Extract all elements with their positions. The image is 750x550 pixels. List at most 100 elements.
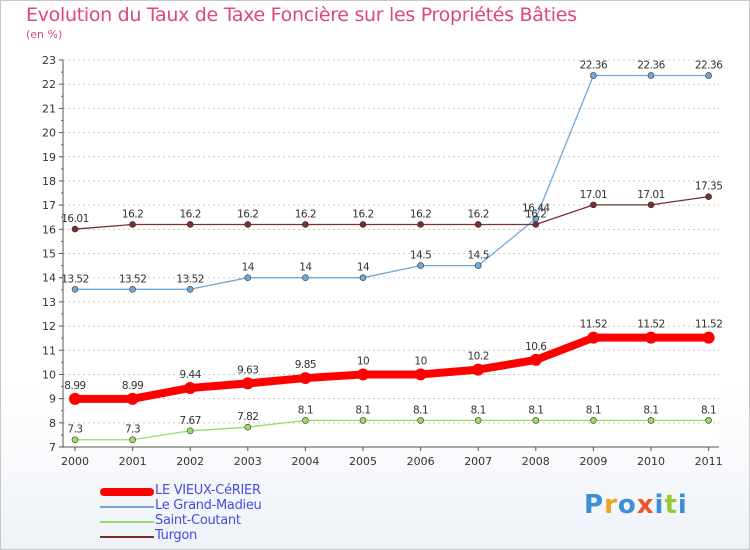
data-label: 10 (357, 355, 369, 367)
data-point (472, 363, 485, 376)
legend-label: Turgon (155, 528, 197, 543)
data-point (357, 368, 369, 381)
data-label: 8.1 (471, 404, 486, 416)
data-label: 14 (299, 262, 312, 274)
data-point (474, 262, 482, 269)
legend-swatch (100, 488, 154, 496)
data-point (71, 436, 79, 444)
data-label: 16.2 (122, 208, 143, 220)
series-line-3 (74, 196, 710, 230)
data-label: 14 (357, 262, 370, 274)
data-point (186, 221, 194, 228)
data-label: 7.3 (67, 424, 82, 436)
data-point (474, 417, 482, 424)
data-point (705, 193, 712, 200)
legend-swatch (100, 536, 154, 538)
y-tick-label: 19 (42, 151, 56, 164)
data-point (590, 201, 597, 209)
data-point (302, 417, 309, 424)
data-label: 16.2 (410, 208, 431, 220)
data-label: 16.2 (468, 208, 489, 220)
series-line-0 (71, 333, 713, 403)
data-label: 16.2 (180, 208, 201, 220)
legend-item: Turgon (100, 528, 340, 544)
legend-label: Saint-Coutant (155, 513, 241, 528)
data-label: 8.99 (122, 380, 143, 392)
series-line-2 (74, 419, 710, 441)
y-tick-label: 12 (42, 320, 56, 333)
data-label: 8.1 (643, 404, 658, 416)
data-point (71, 225, 79, 233)
data-point (244, 221, 252, 228)
data-point (590, 417, 597, 424)
data-point (414, 368, 427, 381)
logo-letter: o (617, 490, 637, 520)
x-tick-label: 2008 (522, 455, 550, 468)
data-point (244, 423, 252, 431)
data-label: 11.52 (637, 319, 665, 331)
data-point (645, 331, 657, 344)
data-label: 9.44 (180, 369, 202, 381)
data-label: 10.2 (468, 351, 489, 363)
y-tick-label: 10 (42, 368, 56, 381)
y-tick-label: 14 (42, 272, 56, 285)
data-point (705, 417, 712, 424)
data-label: 16.44 (522, 203, 550, 215)
y-tick-label: 23 (42, 54, 56, 67)
data-point (69, 392, 81, 405)
data-point (126, 392, 139, 405)
x-tick-label: 2001 (119, 455, 147, 468)
legend-item: Le Grand-Madieu (100, 498, 340, 514)
x-tick-label: 2007 (464, 455, 492, 468)
data-label: 7.82 (237, 411, 258, 423)
data-point (129, 285, 136, 293)
data-label: 9.85 (295, 359, 316, 371)
data-label: 22.36 (580, 59, 608, 71)
logo-letter: i (677, 490, 688, 520)
data-label: 11.52 (580, 319, 608, 331)
x-tick-label: 2004 (291, 455, 319, 468)
data-label: 17.35 (695, 181, 723, 193)
data-point (532, 221, 540, 228)
data-label: 16.2 (525, 208, 546, 220)
data-label: 10.6 (525, 341, 547, 353)
legend-item: LE VIEUX-CéRIER (100, 483, 340, 499)
data-point (302, 221, 309, 228)
data-label: 22.36 (637, 59, 665, 71)
legend-swatch (100, 506, 154, 508)
x-tick-label: 2003 (234, 455, 262, 468)
data-point (186, 285, 194, 293)
plot-area (63, 60, 719, 447)
logo-letter: r (604, 490, 618, 520)
y-tick-label: 18 (42, 175, 56, 188)
data-label: 13.52 (119, 273, 147, 285)
data-point (590, 72, 597, 79)
x-tick-label: 2006 (407, 455, 435, 468)
data-point (299, 372, 312, 385)
data-label: 17.01 (580, 189, 608, 201)
data-point (417, 262, 424, 269)
logo-letter: i (654, 490, 665, 520)
data-label: 10 (414, 355, 426, 367)
data-point (647, 72, 655, 79)
data-point (186, 427, 194, 435)
x-tick-label: 2011 (695, 455, 723, 468)
data-label: 8.1 (586, 404, 601, 416)
x-tick-label: 2005 (349, 455, 377, 468)
legend-swatch (100, 521, 154, 523)
data-label: 8.1 (701, 404, 716, 416)
data-label: 8.1 (298, 404, 313, 416)
data-point (587, 331, 600, 344)
data-point (359, 274, 367, 281)
data-point (129, 221, 136, 228)
x-tick-label: 2000 (61, 455, 89, 468)
legend-label: LE VIEUX-CéRIER (155, 483, 261, 498)
y-tick-label: 8 (49, 417, 56, 430)
data-point (532, 417, 540, 424)
y-tick-label: 17 (42, 199, 56, 212)
y-tick-label: 9 (49, 393, 56, 406)
chart-legend: LE VIEUX-CéRIER Le Grand-Madieu Saint-Cout… (100, 483, 340, 544)
x-tick-label: 2010 (637, 455, 665, 468)
y-tick-label: 13 (42, 296, 56, 309)
y-tick-label: 22 (42, 78, 56, 91)
